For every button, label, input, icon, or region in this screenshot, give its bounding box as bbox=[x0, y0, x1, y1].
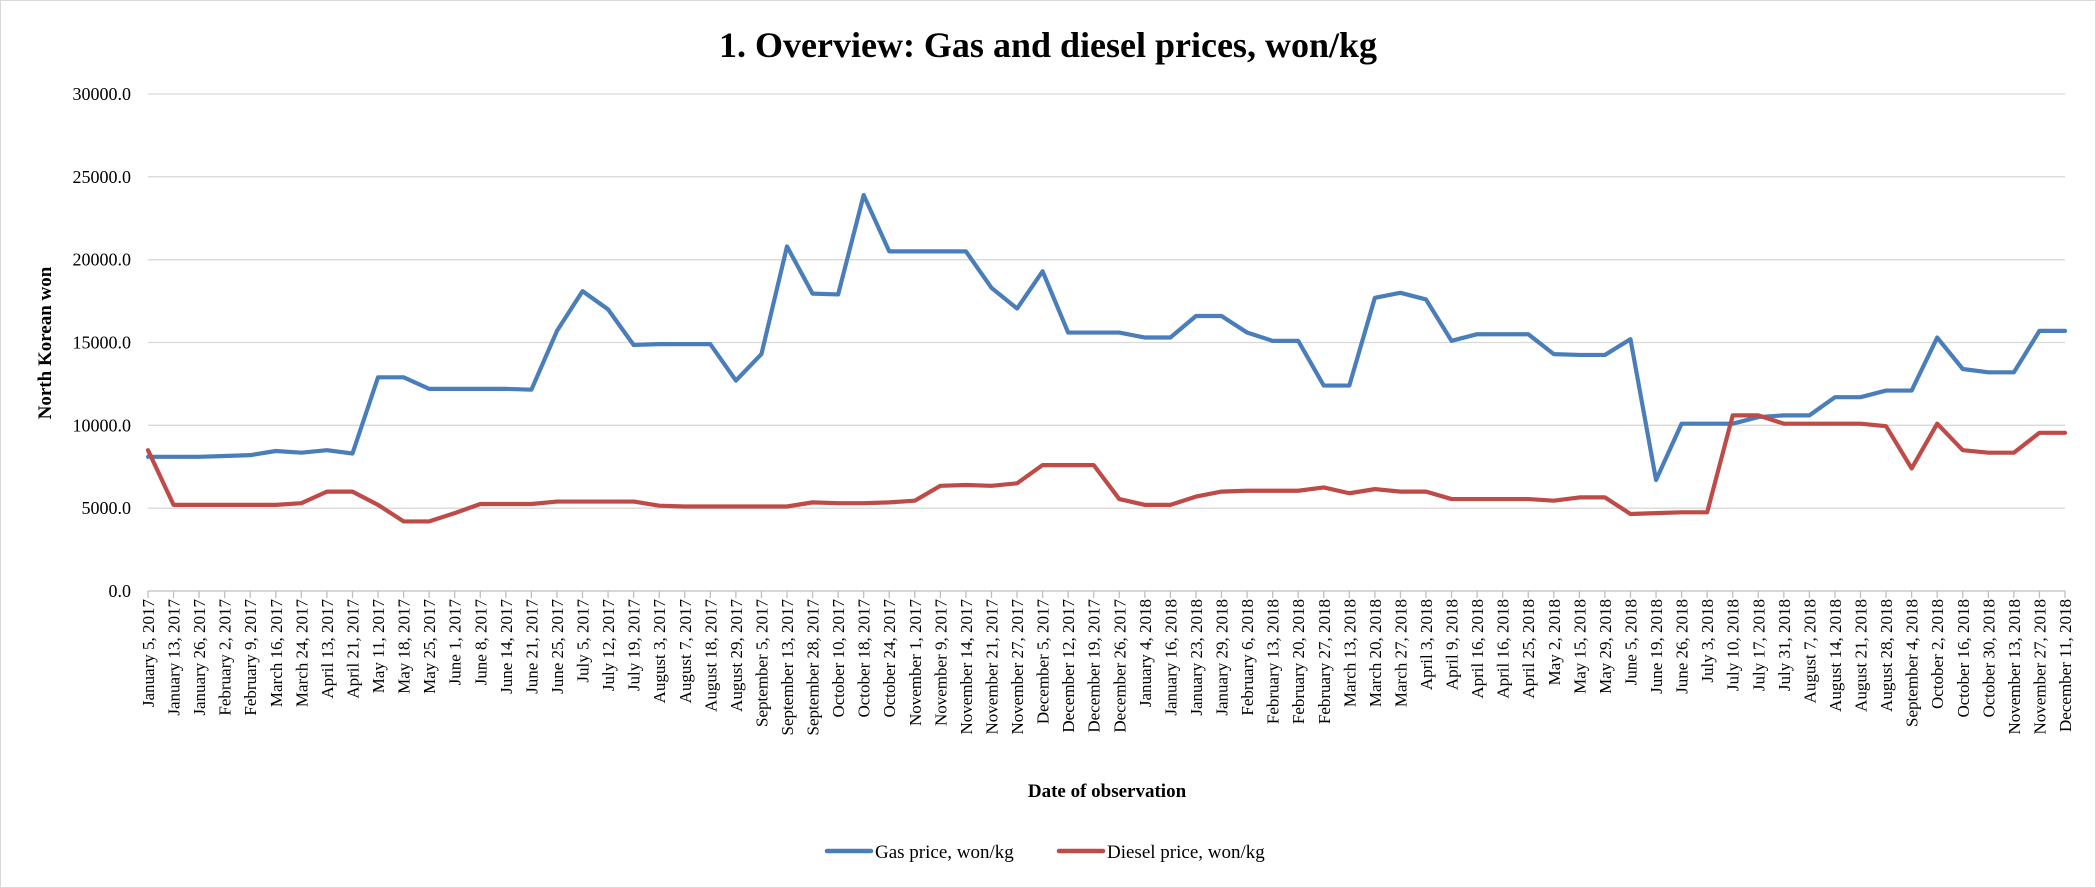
x-tick-label: April 9, 2018 bbox=[1443, 599, 1462, 690]
y-axis-title: North Korean won bbox=[35, 266, 56, 419]
x-tick-label: November 13, 2018 bbox=[2005, 599, 2024, 735]
x-tick-label: January 13, 2017 bbox=[165, 599, 184, 716]
x-tick-label: October 16, 2018 bbox=[1954, 599, 1973, 718]
series-lines bbox=[145, 192, 2068, 524]
x-tick-label: January 16, 2018 bbox=[1161, 599, 1180, 716]
x-tick-label: September 13, 2017 bbox=[778, 599, 797, 736]
x-tick-label: April 3, 2018 bbox=[1417, 599, 1436, 690]
x-tick-label: January 29, 2018 bbox=[1213, 599, 1232, 716]
x-tick-label: February 20, 2018 bbox=[1289, 599, 1308, 724]
x-tick-label: January 5, 2017 bbox=[139, 599, 158, 708]
x-tick-label: June 8, 2017 bbox=[471, 599, 490, 686]
x-tick-label: February 27, 2018 bbox=[1315, 599, 1334, 724]
x-tick-label: May 29, 2018 bbox=[1596, 599, 1615, 694]
x-tick-label: November 27, 2018 bbox=[2030, 599, 2049, 735]
x-tick-label: May 25, 2017 bbox=[420, 599, 439, 694]
x-tick-label: July 10, 2018 bbox=[1724, 599, 1743, 691]
x-tick-label: October 24, 2017 bbox=[880, 599, 899, 718]
x-tick-label: August 18, 2017 bbox=[701, 599, 720, 712]
legend-label-gas: Gas price, won/kg bbox=[875, 842, 1014, 863]
x-tick-label: April 25, 2018 bbox=[1519, 599, 1538, 699]
x-tick-label: August 7, 2017 bbox=[676, 599, 695, 704]
x-tick-label: March 24, 2017 bbox=[292, 599, 311, 708]
x-tick-label: June 19, 2018 bbox=[1647, 599, 1666, 694]
diesel-price-line bbox=[145, 413, 2068, 524]
x-tick-label: October 10, 2017 bbox=[829, 599, 848, 718]
x-tick-label: July 5, 2017 bbox=[574, 599, 593, 683]
y-tick-label: 10000.0 bbox=[73, 415, 132, 435]
x-tick-label: June 1, 2017 bbox=[446, 599, 465, 686]
x-tick-label: August 14, 2018 bbox=[1826, 599, 1845, 712]
x-tick-label: May 15, 2018 bbox=[1570, 599, 1589, 694]
x-tick-label: April 13, 2017 bbox=[318, 599, 337, 699]
y-tick-label: 30000.0 bbox=[73, 84, 132, 104]
x-tick-label: July 19, 2017 bbox=[625, 599, 644, 692]
y-tick-label: 15000.0 bbox=[73, 333, 132, 353]
x-tick-label: October 18, 2017 bbox=[855, 599, 874, 718]
x-tick-label: November 1, 2017 bbox=[906, 599, 925, 727]
x-tick-label: June 25, 2017 bbox=[548, 599, 567, 694]
x-tick-label: May 2, 2018 bbox=[1545, 599, 1564, 685]
x-tick-label: April 16, 2018 bbox=[1468, 599, 1487, 699]
y-axis-ticks: 0.0 5000.0 10000.0 15000.0 20000.0 25000.0 300… bbox=[73, 84, 132, 601]
x-tick-label: November 14, 2017 bbox=[957, 599, 976, 735]
x-tick-label: January 23, 2018 bbox=[1187, 599, 1206, 716]
y-tick-label: 5000.0 bbox=[82, 498, 132, 518]
x-tick-label: February 2, 2017 bbox=[216, 599, 235, 716]
x-tick-label: February 13, 2018 bbox=[1264, 599, 1283, 724]
x-tick-label: June 5, 2018 bbox=[1621, 599, 1640, 685]
x-tick-label: September 28, 2017 bbox=[804, 599, 823, 736]
x-tick-label: May 11, 2017 bbox=[369, 599, 388, 694]
x-tick-label: September 4, 2018 bbox=[1903, 599, 1922, 727]
x-tick-label: May 18, 2017 bbox=[395, 599, 414, 694]
x-tick-label: July 3, 2018 bbox=[1698, 599, 1717, 683]
y-tick-label: 25000.0 bbox=[73, 167, 132, 187]
x-tick-label: July 12, 2017 bbox=[599, 599, 618, 692]
x-tick-label: July 31, 2018 bbox=[1775, 599, 1794, 691]
y-tick-label: 20000.0 bbox=[73, 250, 132, 270]
legend: Gas price, won/kg Diesel price, won/kg bbox=[824, 842, 1265, 863]
x-tick-label: December 19, 2017 bbox=[1085, 599, 1104, 733]
x-tick-label: November 27, 2017 bbox=[1008, 599, 1027, 735]
x-axis-ticks: January 5, 2017 January 13, 2017 January 2… bbox=[139, 591, 2075, 735]
gas-price-line bbox=[145, 192, 2068, 483]
x-tick-label: October 30, 2018 bbox=[1979, 599, 1998, 718]
x-tick-label: March 13, 2018 bbox=[1340, 599, 1359, 707]
x-tick-label: April 21, 2017 bbox=[343, 599, 362, 699]
x-tick-label: August 7, 2018 bbox=[1800, 599, 1819, 703]
x-tick-label: December 11, 2018 bbox=[2056, 599, 2075, 732]
x-tick-label: December 12, 2017 bbox=[1059, 599, 1078, 733]
x-tick-label: October 2, 2018 bbox=[1928, 599, 1947, 709]
y-tick-label: 0.0 bbox=[109, 581, 132, 601]
x-tick-label: August 3, 2017 bbox=[650, 599, 669, 704]
x-tick-label: June 26, 2018 bbox=[1673, 599, 1692, 694]
x-tick-label: December 26, 2017 bbox=[1110, 599, 1129, 733]
x-axis-title: Date of observation bbox=[1028, 781, 1187, 802]
x-tick-label: July 17, 2018 bbox=[1749, 599, 1768, 691]
x-tick-label: November 9, 2017 bbox=[931, 599, 950, 727]
x-tick-label: August 28, 2018 bbox=[1877, 599, 1896, 712]
x-tick-label: March 16, 2017 bbox=[267, 599, 286, 708]
x-tick-label: June 14, 2017 bbox=[497, 599, 516, 694]
x-tick-label: February 9, 2017 bbox=[241, 599, 260, 716]
x-tick-label: February 6, 2018 bbox=[1238, 599, 1257, 716]
x-tick-label: March 20, 2018 bbox=[1366, 599, 1385, 707]
x-tick-label: June 21, 2017 bbox=[522, 599, 541, 694]
chart-title: 1. Overview: Gas and diesel prices, won/… bbox=[719, 25, 1377, 65]
gridlines bbox=[148, 93, 2065, 592]
legend-label-diesel: Diesel price, won/kg bbox=[1107, 842, 1265, 863]
x-tick-label: August 21, 2018 bbox=[1852, 599, 1871, 712]
x-tick-label: November 21, 2017 bbox=[982, 599, 1001, 735]
x-tick-label: March 27, 2018 bbox=[1391, 599, 1410, 707]
x-tick-label: January 4, 2018 bbox=[1136, 599, 1155, 707]
x-tick-label: September 5, 2017 bbox=[752, 599, 771, 727]
x-tick-label: August 29, 2017 bbox=[727, 599, 746, 712]
x-tick-label: January 26, 2017 bbox=[190, 599, 209, 716]
x-tick-label: April 16, 2018 bbox=[1494, 599, 1513, 699]
x-tick-label: December 5, 2017 bbox=[1034, 599, 1053, 725]
